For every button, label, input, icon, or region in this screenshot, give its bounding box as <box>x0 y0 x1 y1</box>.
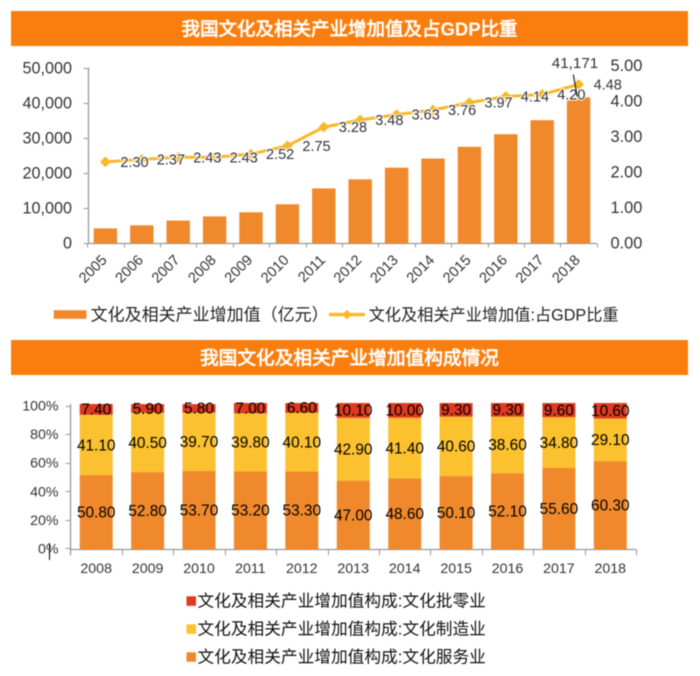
svg-text:60%: 60% <box>30 456 59 472</box>
svg-text:1.00: 1.00 <box>611 199 643 217</box>
svg-text:40.60: 40.60 <box>437 439 476 456</box>
svg-text:10.60: 10.60 <box>591 403 630 420</box>
svg-text:2.43: 2.43 <box>193 150 221 166</box>
svg-text:5.80: 5.80 <box>184 401 214 418</box>
svg-text:40.50: 40.50 <box>128 435 167 452</box>
svg-text:3.00: 3.00 <box>611 128 643 146</box>
svg-text:9.30: 9.30 <box>493 402 523 419</box>
svg-text:41,171: 41,171 <box>552 55 598 72</box>
svg-text:9.30: 9.30 <box>441 402 471 419</box>
svg-text:29.10: 29.10 <box>591 432 630 449</box>
svg-text:5.90: 5.90 <box>133 401 163 418</box>
svg-text:4.20: 4.20 <box>557 88 585 104</box>
svg-text:2008: 2008 <box>80 561 112 577</box>
svg-text:2017: 2017 <box>543 561 575 577</box>
svg-text:文化及相关产业增加值构成:文化批零业: 文化及相关产业增加值构成:文化批零业 <box>198 592 486 611</box>
svg-text:我国文化及相关产业增加值及占GDP比重: 我国文化及相关产业增加值及占GDP比重 <box>181 19 517 40</box>
svg-text:7.00: 7.00 <box>235 400 265 417</box>
svg-text:53.20: 53.20 <box>231 503 270 520</box>
svg-text:0.00: 0.00 <box>611 235 643 253</box>
svg-text:50,000: 50,000 <box>22 59 72 77</box>
svg-text:3.76: 3.76 <box>448 103 476 119</box>
svg-text:3.97: 3.97 <box>484 96 512 112</box>
svg-text:6.60: 6.60 <box>287 400 317 417</box>
svg-text:3.28: 3.28 <box>339 120 367 136</box>
svg-text:2009: 2009 <box>132 561 164 577</box>
svg-text:2013: 2013 <box>337 561 369 577</box>
svg-text:2018: 2018 <box>595 561 627 577</box>
svg-text:47.00: 47.00 <box>334 507 373 524</box>
svg-text:60.30: 60.30 <box>591 498 630 515</box>
svg-text:2.75: 2.75 <box>302 139 330 155</box>
svg-text:41.40: 41.40 <box>385 440 424 457</box>
svg-text:4.00: 4.00 <box>611 93 643 111</box>
svg-text:7.40: 7.40 <box>81 402 111 419</box>
svg-text:39.80: 39.80 <box>231 435 270 452</box>
svg-text:2015: 2015 <box>440 561 472 577</box>
svg-text:20,000: 20,000 <box>22 164 72 182</box>
svg-text:2011: 2011 <box>235 561 266 577</box>
svg-text:50.80: 50.80 <box>77 505 116 522</box>
svg-text:10,000: 10,000 <box>22 200 72 218</box>
svg-text:2012: 2012 <box>286 561 318 577</box>
svg-text:4.48: 4.48 <box>594 78 622 94</box>
svg-text:0: 0 <box>63 235 72 253</box>
svg-text:2.30: 2.30 <box>120 155 148 171</box>
svg-text:4.14: 4.14 <box>521 90 549 106</box>
svg-text:2010: 2010 <box>183 561 215 577</box>
svg-text:100%: 100% <box>22 399 59 415</box>
svg-text:2.37: 2.37 <box>157 153 185 169</box>
svg-text:10.10: 10.10 <box>334 403 373 420</box>
svg-text:3.63: 3.63 <box>412 108 440 124</box>
svg-text:2.00: 2.00 <box>611 164 643 182</box>
svg-text:2016: 2016 <box>492 561 524 577</box>
svg-text:5.00: 5.00 <box>611 57 643 75</box>
svg-text:52.80: 52.80 <box>128 503 167 520</box>
svg-text:41.10: 41.10 <box>77 437 116 454</box>
svg-text:20%: 20% <box>30 513 59 529</box>
svg-text:50.10: 50.10 <box>437 505 476 522</box>
svg-text:文化及相关产业增加值构成:文化服务业: 文化及相关产业增加值构成:文化服务业 <box>198 648 486 667</box>
svg-text:3.48: 3.48 <box>375 113 403 129</box>
svg-text:我国文化及相关产业增加值构成情况: 我国文化及相关产业增加值构成情况 <box>200 348 499 369</box>
svg-text:53.30: 53.30 <box>283 503 322 520</box>
svg-text:0%: 0% <box>38 542 59 558</box>
svg-text:55.60: 55.60 <box>540 501 579 518</box>
svg-text:30,000: 30,000 <box>22 129 72 147</box>
svg-text:40%: 40% <box>30 484 59 500</box>
svg-text:80%: 80% <box>30 427 59 443</box>
svg-text:48.60: 48.60 <box>385 506 424 523</box>
svg-text:10.00: 10.00 <box>385 403 424 420</box>
svg-text:文化及相关产业增加值构成:文化制造业: 文化及相关产业增加值构成:文化制造业 <box>198 620 486 639</box>
svg-text:40.10: 40.10 <box>283 434 322 451</box>
svg-text:52.10: 52.10 <box>488 504 527 521</box>
svg-text:文化及相关产业增加值:占GDP比重: 文化及相关产业增加值:占GDP比重 <box>369 307 619 325</box>
svg-text:39.70: 39.70 <box>180 434 219 451</box>
svg-text:40,000: 40,000 <box>22 94 72 112</box>
svg-text:42.90: 42.90 <box>334 442 373 459</box>
svg-text:34.80: 34.80 <box>540 435 579 452</box>
svg-text:9.60: 9.60 <box>544 402 574 419</box>
svg-text:2.43: 2.43 <box>230 150 258 166</box>
svg-text:53.70: 53.70 <box>180 502 219 519</box>
svg-text:文化及相关产业增加值（亿元）: 文化及相关产业增加值（亿元） <box>91 306 329 325</box>
svg-text:2014: 2014 <box>389 561 421 577</box>
svg-text:38.60: 38.60 <box>488 437 527 454</box>
svg-text:2.52: 2.52 <box>266 147 294 163</box>
